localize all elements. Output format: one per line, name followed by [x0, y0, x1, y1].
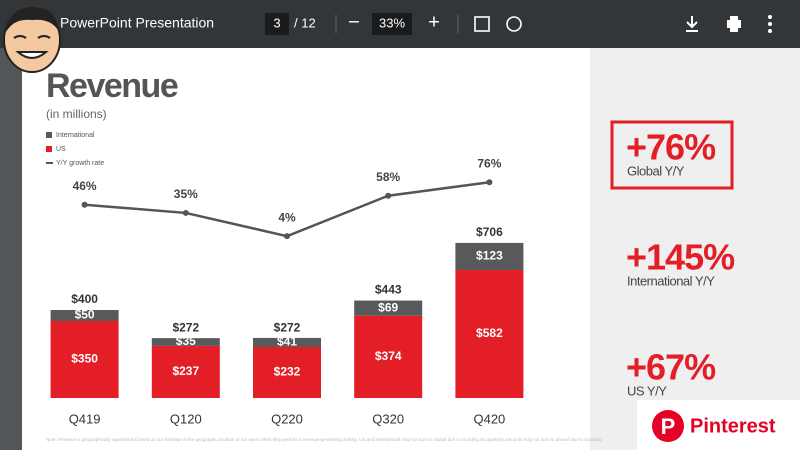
page-number: 3 [273, 15, 280, 30]
growth-label: 76% [477, 156, 501, 170]
total-label: $400 [71, 292, 98, 306]
bar-segment [151, 345, 220, 398]
page-input[interactable] [265, 13, 289, 35]
bar-label: $69 [378, 300, 398, 314]
bar-label: $50 [75, 308, 95, 322]
chart-title: Revenue [46, 67, 178, 105]
bar-label: $350 [71, 352, 98, 366]
zoom-input[interactable] [372, 13, 412, 35]
zoom-in[interactable]: + [428, 11, 440, 33]
highlight-box [610, 120, 734, 190]
growth-label: 4% [278, 210, 296, 224]
zoom-value: 33% [379, 15, 405, 30]
growth-label: 46% [73, 179, 97, 193]
bar-label: $374 [375, 349, 402, 363]
bar-label: $41 [277, 335, 297, 349]
x-tick-label: Q120 [170, 411, 202, 426]
total-label: $272 [172, 320, 199, 334]
growth-point [385, 192, 392, 199]
page-total: / 12 [294, 15, 316, 30]
doc-title: PowerPoint Presentation [60, 15, 214, 31]
bar-segment [455, 242, 524, 270]
x-tick-label: Q220 [271, 411, 303, 426]
growth-label: 58% [376, 170, 400, 184]
x-tick-label: Q320 [372, 411, 404, 426]
badge-logo-letter: P [661, 414, 676, 439]
fit-button[interactable] [474, 16, 490, 32]
bar-label: $237 [172, 364, 199, 378]
bar-segment [253, 346, 321, 398]
badge-logo [652, 410, 684, 442]
highlight-label: Global Y/Y [627, 163, 685, 178]
highlight-label: US Y/Y [627, 383, 667, 398]
growth-point [284, 233, 290, 240]
growth-point [486, 179, 493, 186]
bar-segment [50, 310, 119, 321]
rotate-button[interactable] [506, 16, 522, 32]
more-button[interactable] [768, 15, 772, 33]
badge-text: Pinterest [690, 415, 776, 437]
legend-label: US [56, 146, 66, 153]
bar-label: $123 [476, 249, 503, 263]
zoom-out[interactable]: − [348, 11, 360, 33]
bar-label: $232 [274, 365, 301, 379]
bar-segment [354, 315, 423, 398]
legend-swatch [46, 146, 52, 152]
x-tick-label: Q420 [473, 411, 505, 426]
footnote: Note: Revenue is geographically apportio… [46, 437, 603, 442]
x-tick-label: Q419 [69, 411, 101, 426]
bar-label: $582 [476, 326, 503, 340]
bar-segment [253, 337, 321, 347]
legend-swatch [46, 132, 52, 138]
highlight-value: +145% [626, 237, 735, 278]
growth-point [81, 201, 88, 208]
highlight-label: International Y/Y [627, 273, 715, 288]
total-label: $706 [476, 225, 503, 239]
total-label: $443 [375, 283, 402, 297]
bar-segment [354, 300, 423, 316]
avatar [3, 7, 61, 73]
bar-segment [151, 338, 220, 346]
print-button[interactable] [727, 16, 741, 32]
side-panel [590, 48, 800, 450]
growth-point [182, 209, 189, 216]
bar-segment [455, 269, 524, 398]
legend-label: International [56, 132, 95, 139]
highlight-value: +76% [626, 127, 716, 168]
total-label: $272 [274, 320, 301, 334]
bar-segment [50, 321, 119, 398]
download-button[interactable] [686, 16, 698, 32]
chart-subtitle: (in millions) [46, 107, 107, 121]
growth-label: 35% [174, 187, 198, 201]
legend-label: Y/Y growth rate [56, 160, 104, 167]
bar-label: $35 [176, 334, 196, 348]
highlight-value: +67% [626, 347, 716, 388]
